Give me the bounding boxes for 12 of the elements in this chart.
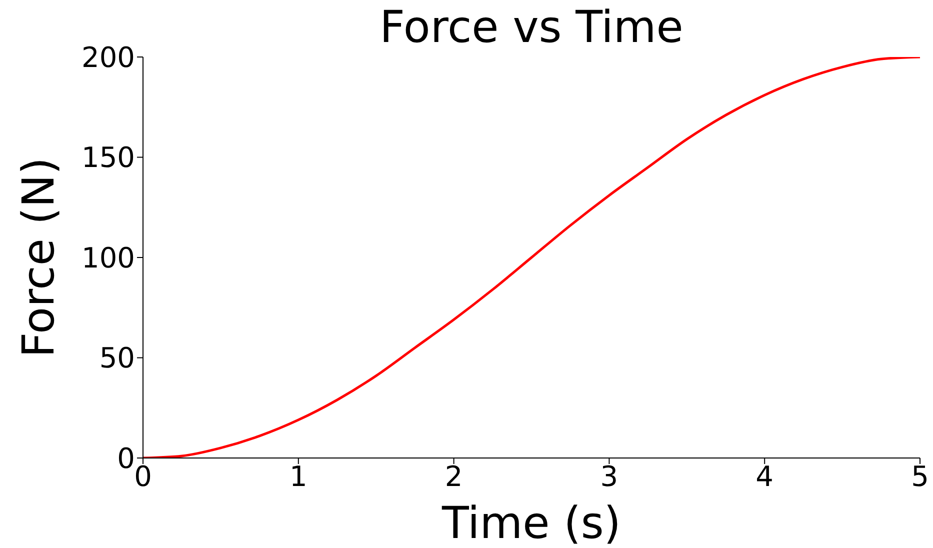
- chart-title: Force vs Time: [378, 2, 684, 54]
- x-tick-label: 4: [756, 460, 774, 493]
- y-tick-label: 50: [99, 342, 135, 375]
- x-tick-label: 5: [911, 460, 929, 493]
- y-tick-label: 200: [82, 40, 135, 74]
- x-tick-label: 3: [600, 460, 618, 493]
- y-tick-label: 100: [82, 241, 135, 274]
- y-axis-title: Force (N): [14, 157, 65, 358]
- x-tick-label: 2: [444, 460, 463, 493]
- x-tick-label: 1: [289, 460, 308, 493]
- y-tick-label: 150: [82, 141, 135, 174]
- x-axis-title: Time (s): [441, 498, 621, 548]
